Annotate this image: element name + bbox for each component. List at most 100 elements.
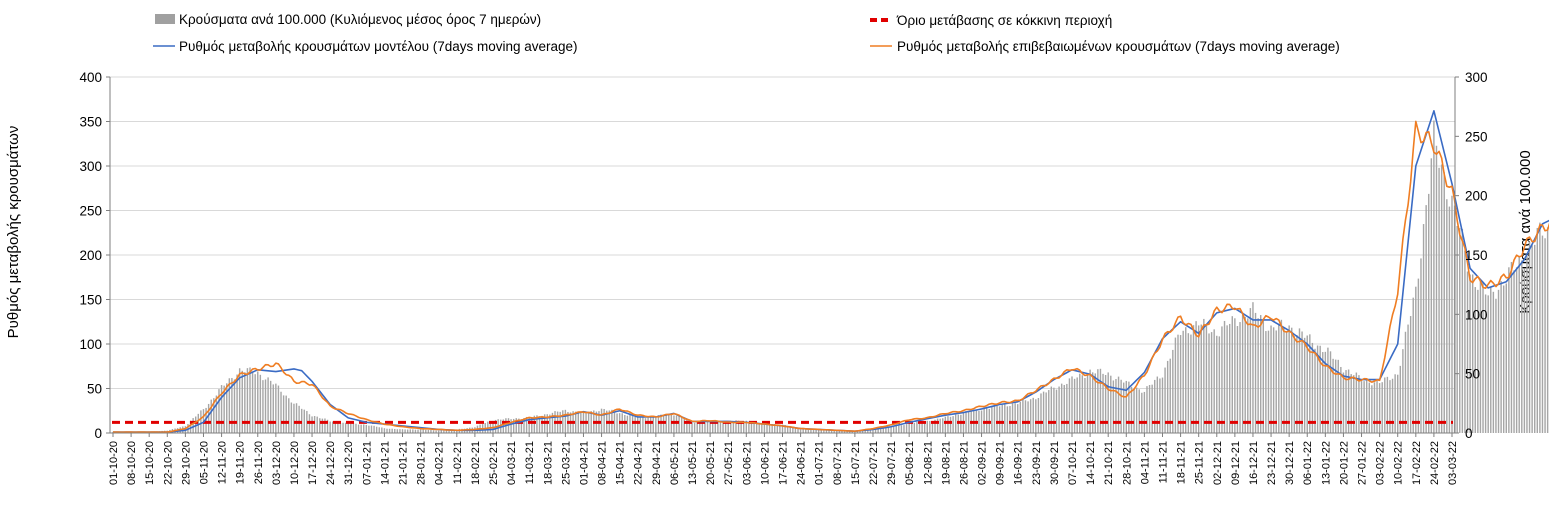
bar xyxy=(1179,335,1182,433)
bar xyxy=(1347,369,1350,433)
bar xyxy=(386,428,388,433)
bar xyxy=(1146,386,1148,433)
bar xyxy=(409,429,411,433)
bar xyxy=(293,403,295,433)
bar xyxy=(1019,401,1022,433)
bar xyxy=(189,420,192,433)
bar xyxy=(332,421,334,433)
bar xyxy=(1337,359,1339,433)
x-tick-label: 25-11-21 xyxy=(1194,441,1206,484)
bar xyxy=(706,421,709,433)
bar xyxy=(1128,381,1130,433)
x-tick-label: 02-12-21 xyxy=(1212,441,1224,485)
bar xyxy=(1001,404,1003,433)
bar xyxy=(1218,336,1221,433)
bar xyxy=(1368,382,1370,433)
bar xyxy=(1006,406,1009,433)
bar xyxy=(732,421,735,433)
bar xyxy=(394,428,396,433)
bar xyxy=(882,428,885,433)
bar xyxy=(525,416,528,433)
bar xyxy=(1402,349,1404,433)
bar xyxy=(830,430,833,433)
bar xyxy=(1319,345,1321,433)
bar xyxy=(1407,324,1409,433)
bar xyxy=(1438,167,1440,433)
bar xyxy=(1303,337,1306,433)
bar xyxy=(792,427,794,433)
bar xyxy=(874,429,877,433)
bar xyxy=(1262,320,1265,433)
bar xyxy=(1381,382,1383,433)
bar xyxy=(1492,291,1495,433)
bar xyxy=(1523,268,1526,433)
bar xyxy=(1546,227,1549,433)
bar xyxy=(1254,312,1257,433)
bar xyxy=(399,429,401,433)
bar xyxy=(1469,274,1471,433)
bar xyxy=(877,428,879,433)
bar xyxy=(867,429,869,433)
bar xyxy=(644,418,647,433)
x-tick-label: 04-03-21 xyxy=(506,441,518,485)
bar xyxy=(1440,164,1443,433)
bar xyxy=(758,423,760,433)
bar xyxy=(1260,315,1262,433)
bar xyxy=(662,415,665,433)
bar xyxy=(810,429,812,433)
bar xyxy=(564,409,567,433)
bar xyxy=(817,429,820,433)
bar xyxy=(1143,391,1146,433)
bar xyxy=(590,411,592,433)
x-tick-label: 25-02-21 xyxy=(488,441,500,485)
bar xyxy=(952,416,954,433)
bar xyxy=(218,389,220,433)
x-tick-label: 18-02-21 xyxy=(470,441,482,485)
bar xyxy=(1226,325,1228,433)
bar xyxy=(450,429,453,433)
bar xyxy=(1448,206,1451,433)
bar xyxy=(378,427,380,433)
bar xyxy=(1048,390,1050,433)
bar xyxy=(1040,393,1042,433)
bar xyxy=(1249,308,1252,433)
bar xyxy=(771,424,773,433)
bar xyxy=(1216,335,1218,433)
bar xyxy=(942,418,944,433)
bar xyxy=(1234,318,1236,433)
x-tick-label: 07-10-21 xyxy=(1067,441,1079,485)
y-tick-left-label: 100 xyxy=(79,337,102,352)
bar xyxy=(1464,250,1466,433)
bar xyxy=(1221,326,1223,433)
bar xyxy=(642,417,644,433)
bar xyxy=(275,383,277,433)
bar xyxy=(412,429,414,433)
bar xyxy=(1107,372,1109,433)
bar xyxy=(616,413,618,433)
bar xyxy=(1130,386,1133,433)
bar xyxy=(1497,289,1500,433)
bar xyxy=(269,380,272,433)
y-tick-right-label: 0 xyxy=(1465,426,1473,441)
bar xyxy=(562,410,564,433)
bar xyxy=(277,385,280,433)
bar xyxy=(967,411,970,433)
bar xyxy=(1479,280,1482,433)
x-tick-label: 24-02-22 xyxy=(1429,441,1441,485)
bar xyxy=(825,430,828,433)
bar xyxy=(238,368,241,433)
bar xyxy=(267,377,269,433)
bar xyxy=(1156,376,1159,433)
bar xyxy=(903,425,905,433)
bar xyxy=(1502,285,1505,433)
bar xyxy=(298,405,300,433)
bar xyxy=(445,430,448,433)
y-tick-right-label: 100 xyxy=(1465,307,1488,322)
bar xyxy=(453,429,455,433)
bar xyxy=(797,429,799,433)
x-tick-label: 09-12-21 xyxy=(1230,441,1242,485)
bar xyxy=(200,410,202,433)
bar xyxy=(1340,366,1342,433)
bar xyxy=(1151,384,1153,433)
bar xyxy=(1487,295,1489,433)
